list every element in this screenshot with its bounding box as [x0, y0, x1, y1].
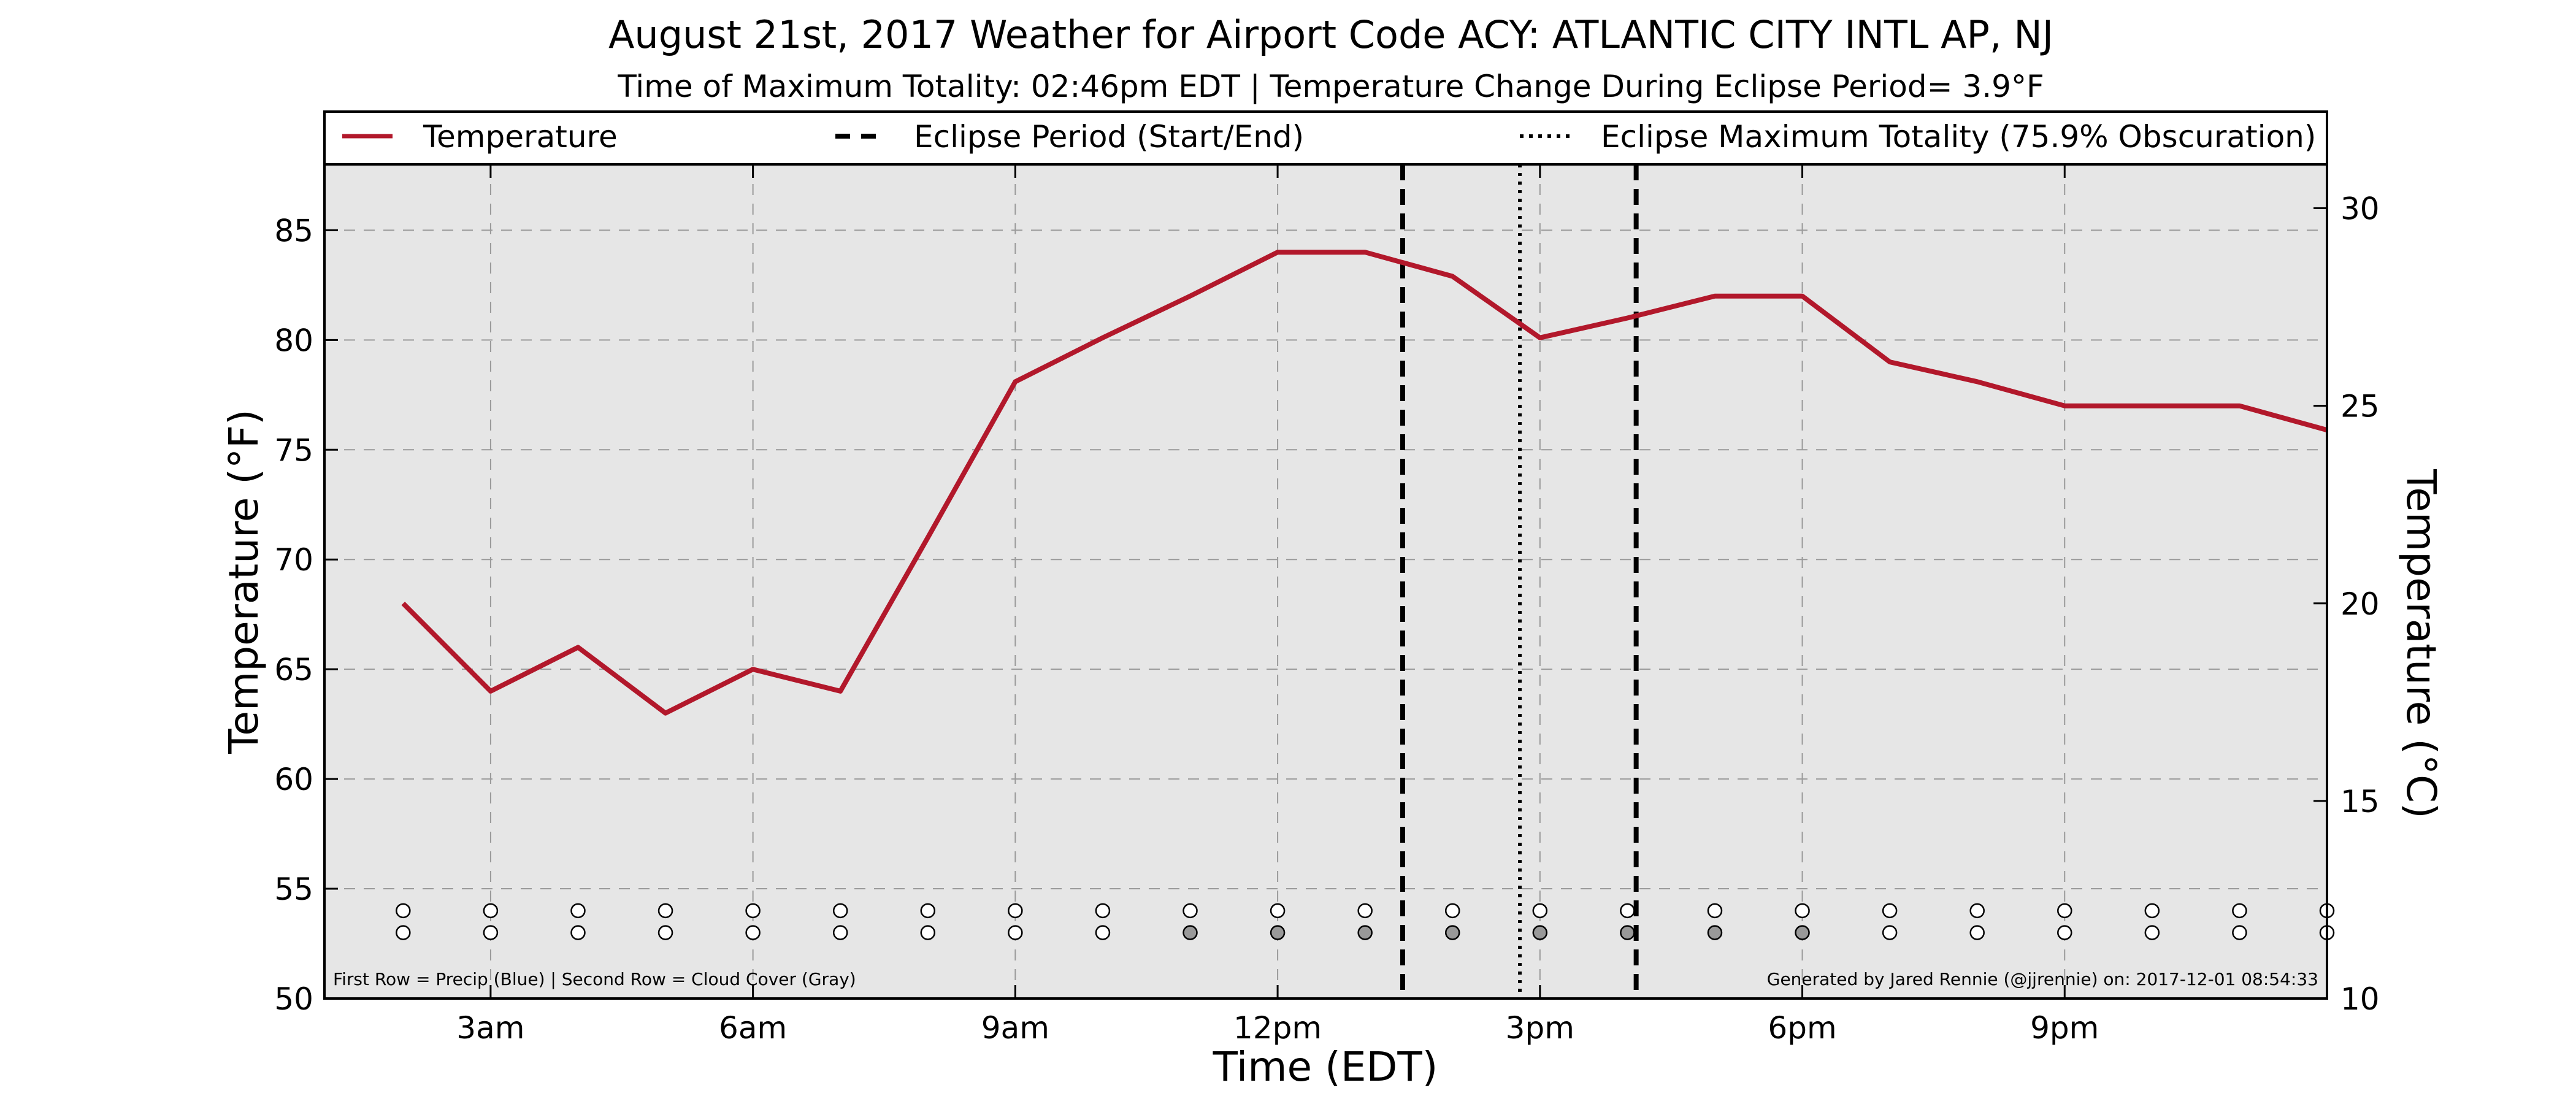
cloud-marker: [832, 925, 848, 940]
chart-subtitle: Time of Maximum Totality: 02:46pm EDT | …: [617, 69, 2044, 104]
x-axis-title: Time (EDT): [1213, 1043, 1438, 1091]
x-tick-label: 3pm: [1506, 1010, 1574, 1046]
cloud-marker: [2232, 925, 2247, 940]
y-tick-label: 60: [274, 762, 313, 797]
y2-tick-label: 15: [2340, 784, 2380, 819]
y2-tick-label: 25: [2340, 389, 2380, 424]
precip-marker: [1008, 903, 1023, 919]
precip-marker: [1882, 903, 1898, 919]
precip-marker: [1357, 903, 1373, 919]
cloud-marker: [1095, 925, 1111, 940]
y-tick-label: 55: [274, 872, 313, 907]
y-tick-label: 75: [274, 432, 313, 468]
y2-axis-title: Temperature (°C): [2398, 469, 2445, 819]
footnote-right: Generated by Jared Rennie (@jjrennie) on…: [1767, 969, 2318, 989]
cloud-marker: [657, 925, 673, 940]
x-tick-label: 3am: [456, 1010, 524, 1046]
x-tick-label: 12pm: [1233, 1010, 1322, 1046]
precip-marker: [1444, 903, 1460, 919]
cloud-marker: [1969, 925, 1985, 940]
cloud-marker: [745, 925, 761, 940]
precip-marker: [1620, 903, 1635, 919]
x-tick-label: 6am: [719, 1010, 787, 1046]
legend-temperature-label: Temperature: [423, 119, 618, 155]
cloud-marker: [1270, 925, 1286, 940]
precip-marker: [1270, 903, 1286, 919]
precip-marker: [2057, 903, 2072, 919]
plot-background: [324, 164, 2327, 999]
precip-marker: [1969, 903, 1985, 919]
cloud-marker: [1532, 925, 1548, 940]
y-tick-label: 50: [274, 981, 313, 1017]
cloud-marker: [1183, 925, 1198, 940]
cloud-marker: [1707, 925, 1723, 940]
y-tick-label: 80: [274, 323, 313, 358]
cloud-marker: [1008, 925, 1023, 940]
y-tick-label: 65: [274, 652, 313, 688]
cloud-marker: [396, 925, 411, 940]
y2-tick-label: 30: [2340, 191, 2380, 227]
precip-marker: [1795, 903, 1810, 919]
legend: Temperature Eclipse Period (Start/End) E…: [323, 110, 2328, 166]
precip-marker: [657, 903, 673, 919]
precip-marker: [745, 903, 761, 919]
y2-axis-ticks: 10 15 20 25 30: [2313, 191, 2380, 1017]
precip-marker: [1183, 903, 1198, 919]
y2-tick-label: 20: [2340, 586, 2380, 622]
precip-marker: [920, 903, 936, 919]
cloud-marker: [2057, 925, 2072, 940]
legend-eclipse-period-label: Eclipse Period (Start/End): [914, 119, 1304, 155]
cloud-marker: [1882, 925, 1898, 940]
x-axis-ticks: 3am 6am 9am 12pm 3pm 6pm 9pm: [456, 164, 2099, 1046]
weather-markers: [396, 903, 2335, 940]
cloud-marker: [483, 925, 499, 940]
cloud-marker: [920, 925, 936, 940]
cloud-marker: [570, 925, 586, 940]
legend-frame: [323, 110, 2328, 166]
precip-marker: [832, 903, 848, 919]
cloud-marker: [1620, 925, 1635, 940]
cloud-marker: [1444, 925, 1460, 940]
eclipse-lines: [1400, 164, 1639, 999]
y-tick-label: 70: [274, 542, 313, 578]
cloud-marker: [1795, 925, 1810, 940]
x-tick-label: 6pm: [1768, 1010, 1836, 1046]
y-axis-title: Temperature (°F): [220, 409, 267, 754]
series-layer: [401, 250, 2328, 716]
precip-marker: [2232, 903, 2247, 919]
legend-eclipse-max-label: Eclipse Maximum Totality (75.9% Obscurat…: [1601, 119, 2316, 155]
precip-marker: [1095, 903, 1111, 919]
precip-marker: [570, 903, 586, 919]
footnote-left: First Row = Precip (Blue) | Second Row =…: [333, 969, 856, 989]
temperature-line: [401, 250, 2328, 716]
y2-tick-label: 10: [2340, 981, 2380, 1017]
cloud-marker: [2144, 925, 2160, 940]
x-tick-label: 9am: [981, 1010, 1049, 1046]
y-tick-label: 85: [274, 213, 313, 248]
precip-marker: [396, 903, 411, 919]
precip-marker: [2144, 903, 2160, 919]
cloud-marker: [1357, 925, 1373, 940]
grid-lines: [324, 164, 2327, 999]
precip-marker: [1707, 903, 1723, 919]
precip-marker: [483, 903, 499, 919]
chart-title: August 21st, 2017 Weather for Airport Co…: [608, 12, 2053, 57]
precip-marker: [1532, 903, 1548, 919]
x-tick-label: 9pm: [2030, 1010, 2099, 1046]
y-axis-ticks: 50 55 60 65 70 75 80 85: [274, 213, 338, 1017]
